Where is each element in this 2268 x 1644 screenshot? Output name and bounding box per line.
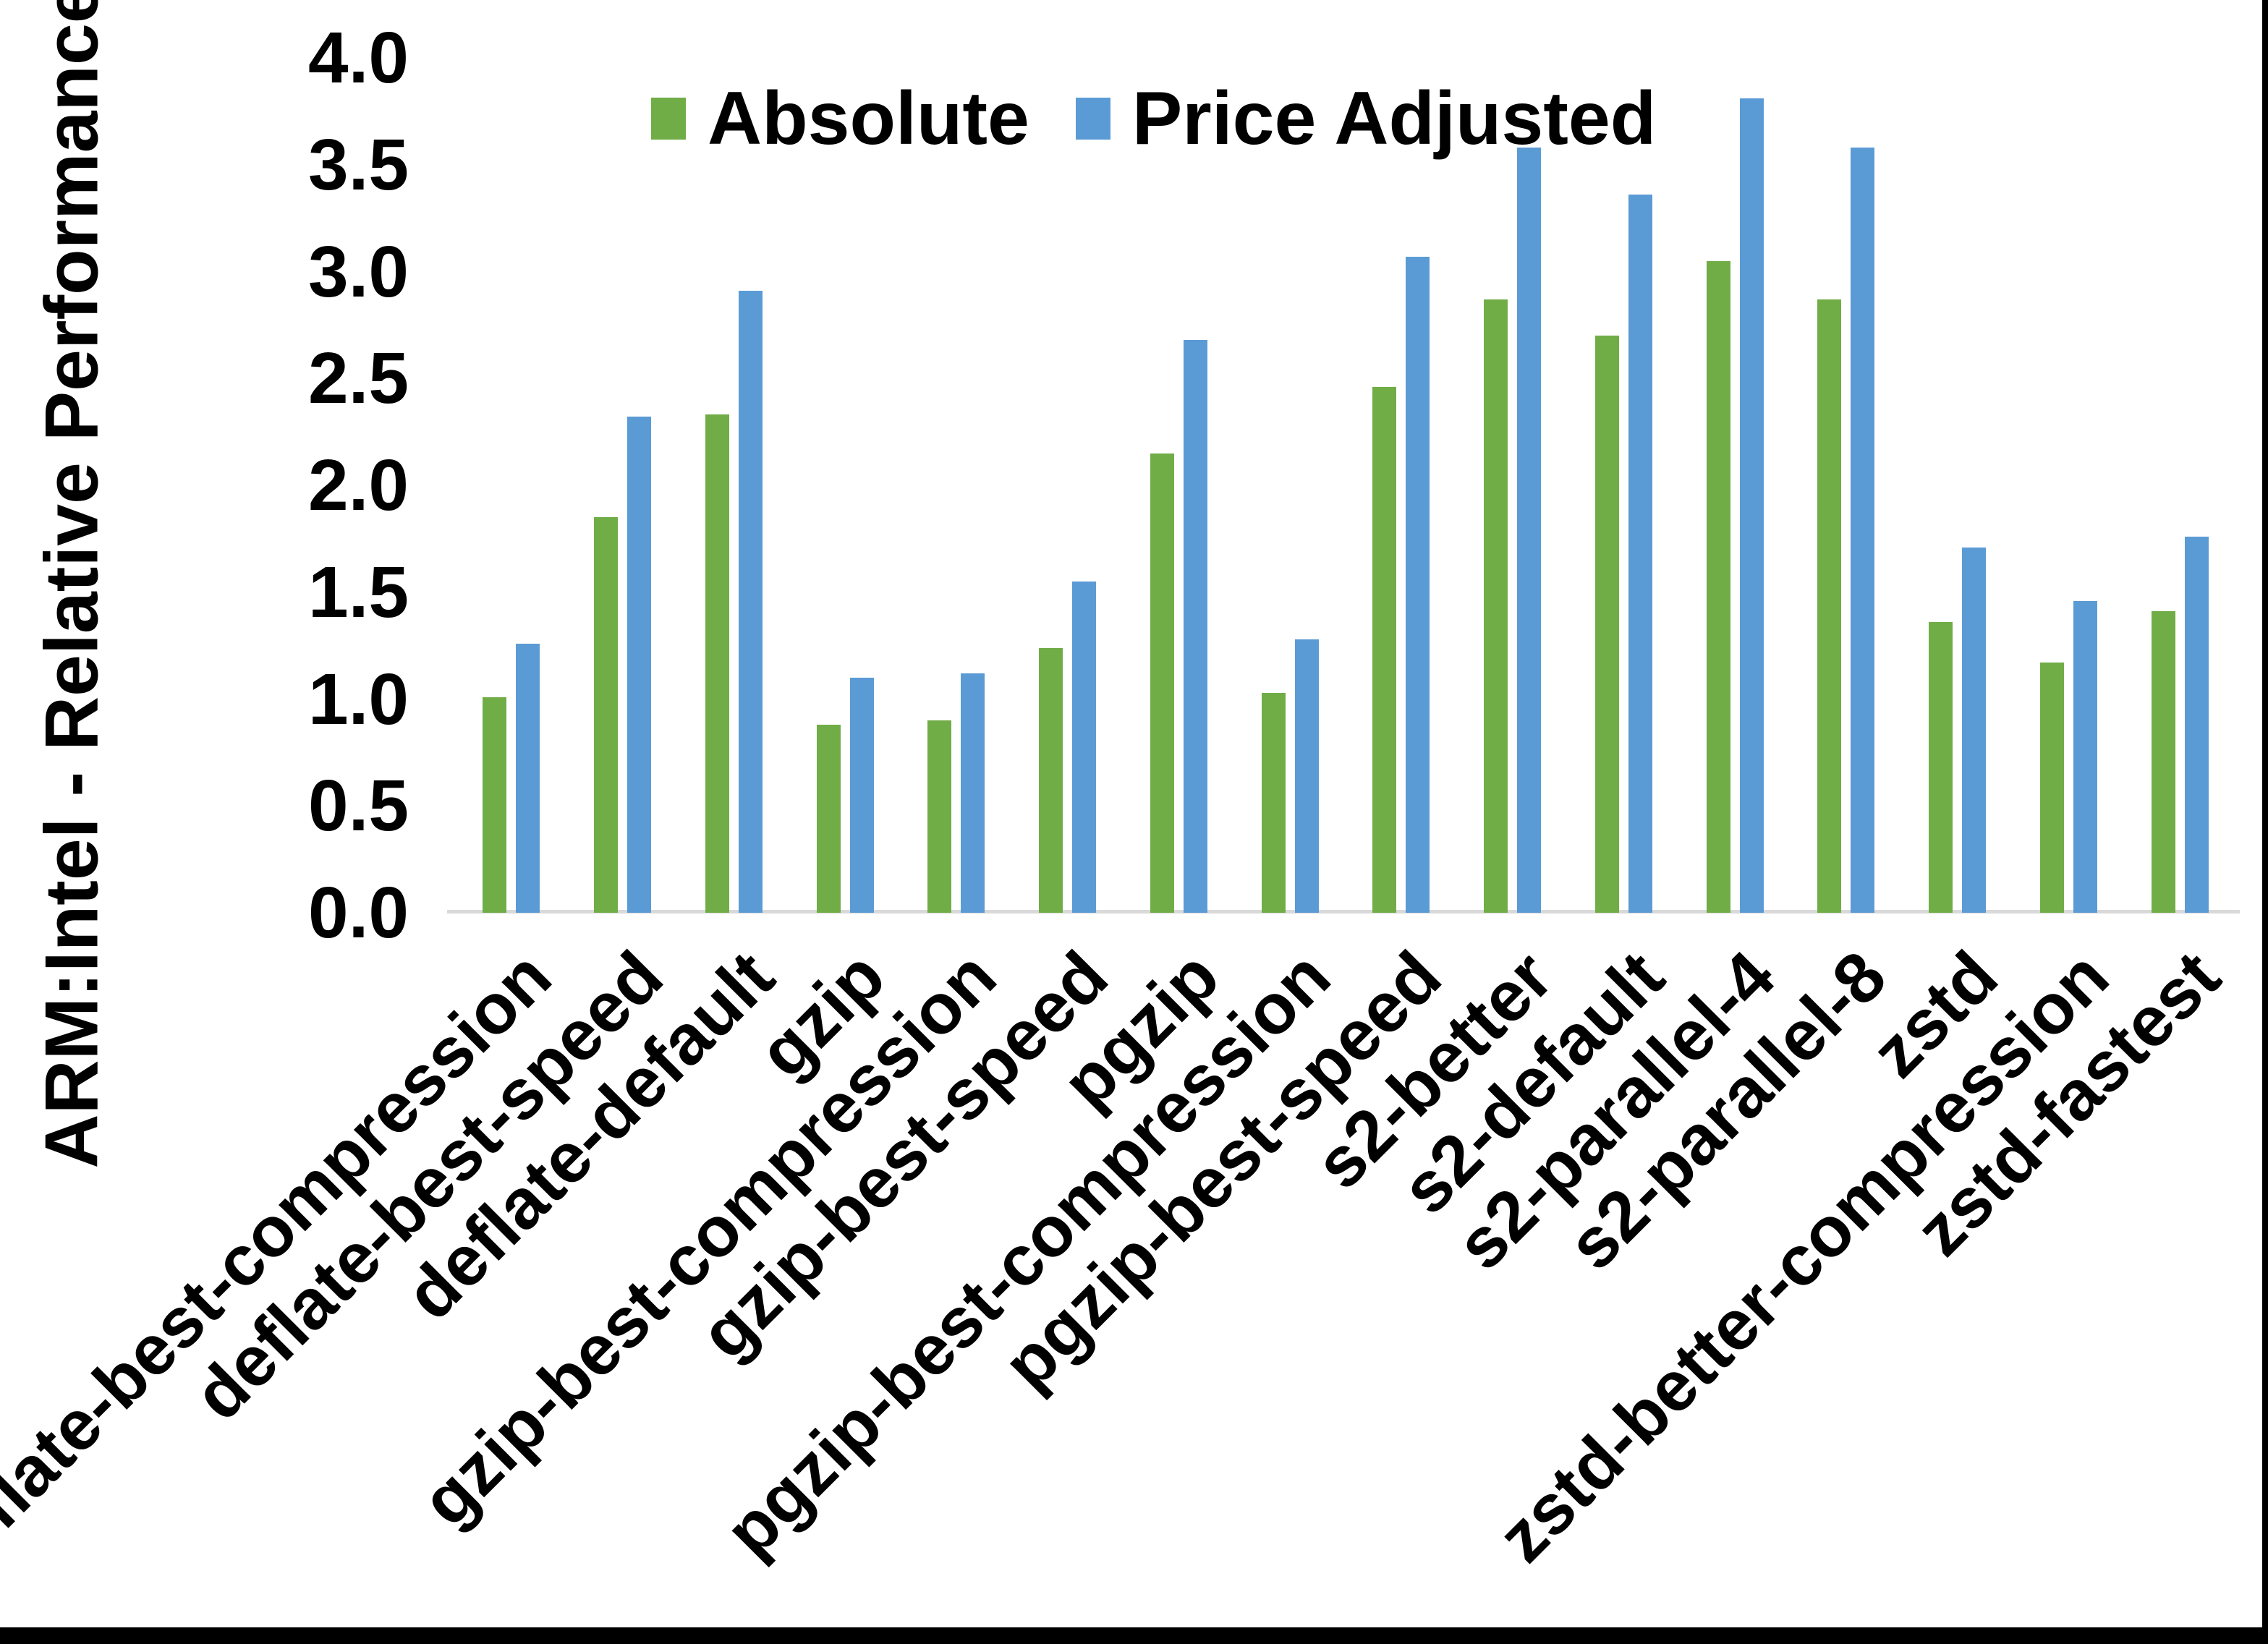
bar-group [2124,58,2235,913]
legend-label-absolute: Absolute [708,76,1029,161]
bar-price-adjusted [1183,340,1207,913]
bar-price-adjusted [1739,98,1764,913]
bar-price-adjusted [1406,257,1430,913]
legend-label-price-adjusted: Price Adjusted [1131,76,1657,161]
bar-price-adjusted [627,417,652,913]
bar-absolute [2039,663,2064,913]
bar-absolute [1817,299,1842,913]
bar-group [1679,58,1791,913]
y-tick-label: 0.5 [307,765,409,847]
y-tick-label: 1.5 [307,551,409,633]
bar-group [901,58,1012,913]
bar-absolute [1261,693,1286,913]
bar-group [1568,58,1680,913]
bar-absolute [1150,453,1174,913]
y-tick-label: 2.0 [307,445,409,526]
legend-item-price-adjusted: Price Adjusted [1075,76,1657,162]
bar-absolute [927,720,952,913]
bar-group [567,58,679,913]
bar-group [1791,58,1902,913]
bar-absolute [1594,336,1619,913]
bar-price-adjusted [961,673,985,913]
plot-area [456,58,2235,913]
bar-price-adjusted [1962,548,1987,913]
y-tick-label: 4.0 [307,17,409,98]
bar-price-adjusted [2184,537,2209,913]
bar-absolute [2151,611,2175,913]
y-tick-label: 1.0 [307,658,409,740]
bar-price-adjusted [1851,148,1875,913]
y-tick-label: 3.5 [307,124,409,205]
x-axis-line [447,910,2240,913]
legend: Absolute Price Adjusted [651,71,1656,166]
legend-item-absolute: Absolute [651,76,1029,162]
bar-absolute [816,725,841,913]
bar-price-adjusted [738,291,763,913]
bar-price-adjusted [1072,582,1097,913]
bar-group [1234,58,1346,913]
bar-price-adjusted [1294,639,1319,913]
bar-group [456,58,567,913]
bar-price-adjusted [1628,195,1652,913]
bar-group [1124,58,1235,913]
bar-price-adjusted [516,644,540,913]
bar-absolute [1372,387,1397,913]
page-border-bottom [0,1627,2268,1644]
y-tick-label: 3.0 [307,231,409,312]
bar-group [1346,58,1457,913]
bar-absolute [1706,261,1730,913]
bar-group [1457,58,1568,913]
bar-absolute [1929,622,1953,913]
bar-group [789,58,901,913]
bar-group [2013,58,2125,913]
y-tick-label: 0.0 [307,872,409,953]
bar-price-adjusted [849,678,874,913]
page-border-right [2262,0,2268,1644]
bar-absolute [483,697,507,913]
price-adjusted-color-swatch-icon [1075,98,1110,140]
y-tick-label: 2.5 [307,338,409,419]
bar-group [1012,58,1124,913]
bar-price-adjusted [2073,601,2097,913]
bar-price-adjusted [1517,148,1542,913]
bar-group [1902,58,2013,913]
bar-absolute [1039,648,1063,913]
bar-absolute [1484,299,1508,913]
bar-absolute [705,414,729,913]
bar-absolute [594,517,619,913]
bar-group [679,58,790,913]
absolute-color-swatch-icon [651,98,686,140]
